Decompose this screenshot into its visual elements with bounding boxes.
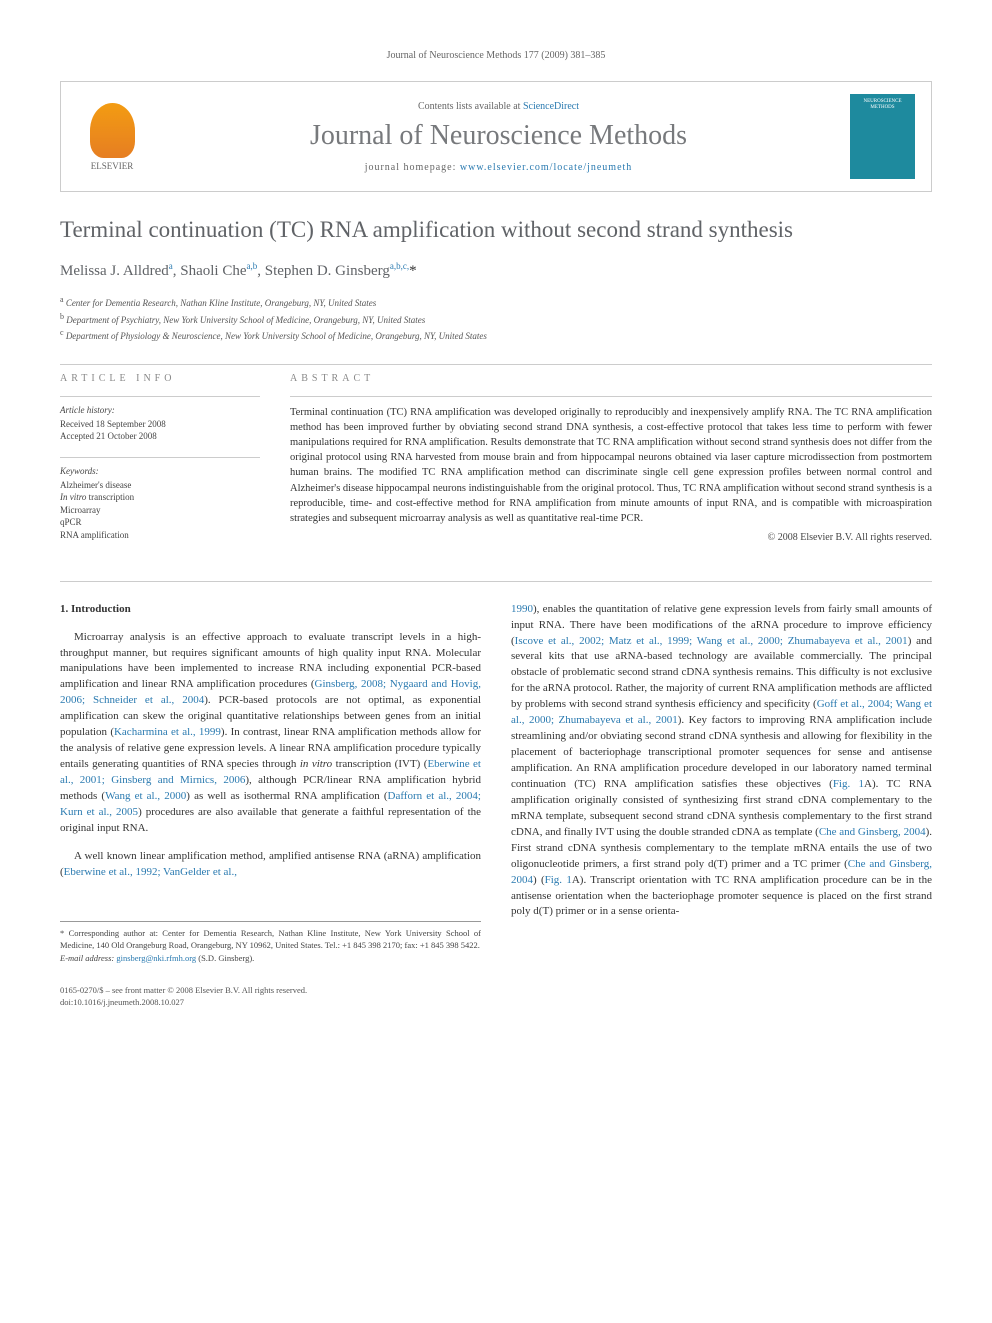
email-label: E-mail address:	[60, 953, 114, 963]
cover-line2: METHODS	[870, 105, 894, 111]
corr-label: * Corresponding author at:	[60, 928, 158, 938]
corresponding-author: * Corresponding author at: Center for De…	[60, 928, 481, 952]
keyword-item: qPCR	[60, 516, 260, 529]
keyword-item: In vitro transcription	[60, 491, 260, 504]
running-header: Journal of Neuroscience Methods 177 (200…	[60, 50, 932, 61]
footnote-block: * Corresponding author at: Center for De…	[60, 921, 481, 966]
affiliation-line: b Department of Psychiatry, New York Uni…	[60, 311, 932, 328]
keyword-item: Alzheimer's disease	[60, 479, 260, 492]
body-right-column: 1990), enables the quantitation of relat…	[511, 602, 932, 1009]
email-link[interactable]: ginsberg@nki.rfmh.org	[116, 953, 196, 963]
abstract-divider	[290, 396, 932, 397]
info-divider-2	[60, 457, 260, 458]
body-left-column: 1. Introduction Microarray analysis is a…	[60, 602, 481, 1009]
publisher-logo: ELSEVIER	[77, 97, 147, 177]
keywords-label: Keywords:	[60, 466, 260, 476]
abstract-copyright: © 2008 Elsevier B.V. All rights reserved…	[290, 532, 932, 543]
issn-line: 0165-0270/$ – see front matter © 2008 El…	[60, 985, 307, 997]
homepage-link[interactable]: www.elsevier.com/locate/jneumeth	[460, 162, 632, 173]
article-title: Terminal continuation (TC) RNA amplifica…	[60, 217, 932, 243]
masthead-center: Contents lists available at ScienceDirec…	[147, 101, 850, 173]
affiliation-line: c Department of Physiology & Neuroscienc…	[60, 327, 932, 344]
body-columns: 1. Introduction Microarray analysis is a…	[60, 602, 932, 1009]
publisher-name: ELSEVIER	[91, 161, 134, 171]
elsevier-tree-icon	[90, 103, 135, 158]
abstract-column: ABSTRACT Terminal continuation (TC) RNA …	[290, 373, 932, 556]
abstract-label: ABSTRACT	[290, 373, 932, 384]
cover-thumbnail: NEUROSCIENCE METHODS	[850, 94, 915, 179]
masthead: ELSEVIER Contents lists available at Sci…	[60, 81, 932, 192]
footer-left: 0165-0270/$ – see front matter © 2008 El…	[60, 985, 307, 1009]
homepage-line: journal homepage: www.elsevier.com/locat…	[167, 162, 830, 173]
affiliations: a Center for Dementia Research, Nathan K…	[60, 294, 932, 344]
page-container: Journal of Neuroscience Methods 177 (200…	[0, 0, 992, 1059]
accepted-line: Accepted 21 October 2008	[60, 430, 260, 443]
info-abstract-row: ARTICLE INFO Article history: Received 1…	[60, 373, 932, 556]
history-label: Article history:	[60, 405, 260, 415]
right-paragraph: 1990), enables the quantitation of relat…	[511, 602, 932, 921]
keyword-item: Microarray	[60, 504, 260, 517]
section-heading: 1. Introduction	[60, 602, 481, 618]
page-footer: 0165-0270/$ – see front matter © 2008 El…	[60, 980, 481, 1009]
contents-prefix: Contents lists available at	[418, 101, 523, 112]
received-line: Received 18 September 2008	[60, 418, 260, 431]
history-block: Article history: Received 18 September 2…	[60, 405, 260, 443]
divider-bottom	[60, 581, 932, 582]
email-name: (S.D. Ginsberg).	[198, 953, 254, 963]
keywords-block: Keywords: Alzheimer's diseaseIn vitro tr…	[60, 466, 260, 542]
abstract-text: Terminal continuation (TC) RNA amplifica…	[290, 405, 932, 527]
keyword-item: RNA amplification	[60, 529, 260, 542]
affiliation-line: a Center for Dementia Research, Nathan K…	[60, 294, 932, 311]
email-line: E-mail address: ginsberg@nki.rfmh.org (S…	[60, 953, 481, 965]
body-paragraph: Microarray analysis is an effective appr…	[60, 630, 481, 837]
sciencedirect-link[interactable]: ScienceDirect	[523, 101, 579, 112]
body-paragraph: A well known linear amplification method…	[60, 849, 481, 881]
authors: Melissa J. Alldreda, Shaoli Chea,b, Step…	[60, 261, 932, 280]
homepage-prefix: journal homepage:	[365, 162, 460, 173]
journal-name: Journal of Neuroscience Methods	[167, 120, 830, 152]
info-divider-1	[60, 396, 260, 397]
divider-top	[60, 364, 932, 365]
doi-line: doi:10.1016/j.jneumeth.2008.10.027	[60, 997, 307, 1009]
contents-line: Contents lists available at ScienceDirec…	[167, 101, 830, 112]
info-label: ARTICLE INFO	[60, 373, 260, 384]
article-info-column: ARTICLE INFO Article history: Received 1…	[60, 373, 260, 556]
